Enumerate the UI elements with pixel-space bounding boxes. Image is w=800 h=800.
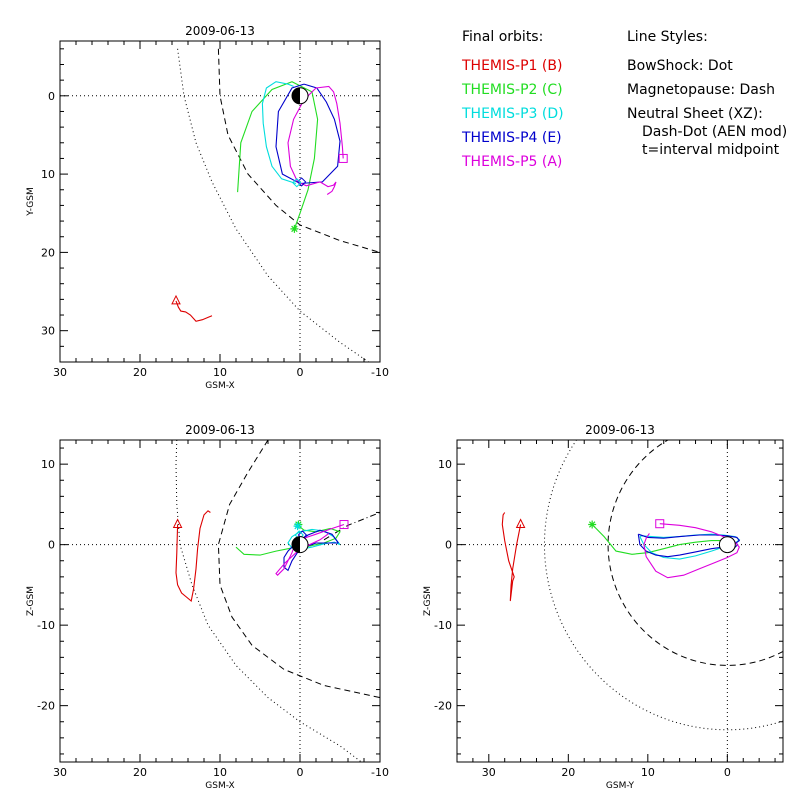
x-tick-label: 30	[53, 366, 67, 379]
legend: Final orbits: THEMIS-P1 (B) THEMIS-P2 (C…	[461, 29, 787, 170]
x-tick-label: 20	[133, 766, 147, 779]
legend-probe-p1: THEMIS-P1 (B)	[461, 58, 562, 74]
y-tick-label: 10	[438, 458, 452, 471]
y-tick-label: 0	[48, 90, 55, 103]
extra-marker-1	[292, 178, 302, 188]
bowshock-circle	[544, 440, 783, 731]
panel-xy-plot: 30 20 10 0 -10 0 10 20 30 2009-06-13 GSM-X Y-GSM	[26, 24, 389, 391]
x-axis-label: GSM-X	[205, 781, 234, 791]
y-tick-label: -20	[37, 700, 55, 713]
y-tick-label: 20	[41, 246, 55, 259]
legend-style-neutral-sheet: Neutral Sheet (XZ):	[627, 106, 763, 122]
orbit-line-p5	[643, 523, 740, 579]
orbit-line-p5	[275, 523, 345, 576]
orbit-line-p5	[287, 85, 344, 195]
y-axis-label: Z-GSM	[423, 586, 433, 616]
plot-area	[60, 440, 380, 762]
y-tick-label: 0	[445, 539, 452, 552]
y-tick-label: -10	[37, 619, 55, 632]
x-tick-label: -10	[371, 766, 389, 779]
legend-probe-p2: THEMIS-P2 (C)	[461, 82, 563, 98]
orbit-marker-p5	[339, 520, 349, 530]
legend-orbits-title: Final orbits:	[462, 29, 543, 45]
magnetopause-line	[217, 440, 380, 699]
x-tick-label: 10	[641, 766, 655, 779]
y-tick-label: 10	[41, 168, 55, 181]
orbit-marker-p1	[172, 518, 183, 529]
x-tick-label: 0	[297, 366, 304, 379]
x-axis-label: GSM-Y	[606, 781, 635, 791]
orbit-line-p2	[591, 524, 724, 555]
panel-title: 2009-06-13	[185, 24, 255, 38]
y-tick-label: -10	[434, 619, 452, 632]
x-tick-label: 30	[482, 766, 496, 779]
y-axis-label: Z-GSM	[26, 586, 36, 616]
x-tick-label: 20	[133, 366, 147, 379]
orbit-line-p1	[175, 510, 211, 603]
axis-frame	[59, 439, 381, 763]
legend-probe-p3: THEMIS-P3 (D)	[461, 106, 564, 122]
orbit-line-p1	[175, 300, 213, 322]
panel-xz-plot: 30 20 10 0 -10 10 0 -10 -20 2009-06-13 GSM-X Z-GSM	[26, 423, 389, 791]
x-tick-label: 20	[561, 766, 575, 779]
magnetopause-line	[217, 48, 380, 253]
orbit-marker-p5	[338, 153, 348, 163]
x-axis-label: GSM-X	[205, 381, 234, 391]
legend-style-dash-dot: Dash-Dot (AEN mod)	[642, 124, 787, 140]
orbit-marker-p2	[588, 520, 597, 529]
x-tick-label: 10	[213, 366, 227, 379]
bowshock-line	[175, 440, 363, 762]
x-tick-label: 10	[213, 766, 227, 779]
legend-probe-p4: THEMIS-P4 (E)	[461, 130, 562, 146]
earth-night-side	[292, 87, 300, 104]
panel-title: 2009-06-13	[585, 423, 655, 437]
extra-marker-0	[293, 522, 302, 531]
legend-probe-p5: THEMIS-P5 (A)	[461, 154, 562, 170]
y-axis-label: Y-GSM	[26, 187, 36, 216]
orbit-marker-p5	[655, 519, 665, 529]
x-tick-label: 0	[297, 766, 304, 779]
orbit-line-p3	[261, 81, 297, 185]
magnetopause-circle	[607, 440, 783, 666]
orbit-line-p4	[283, 529, 339, 572]
legend-style-magnetopause: Magnetopause: Dash	[627, 82, 775, 98]
plot-area	[60, 41, 380, 362]
panel-yz-plot: 30 20 10 0 10 0 -10 -20 2009-06-13 GSM-Y Z-GSM	[423, 423, 784, 791]
x-tick-label: 0	[724, 766, 731, 779]
orbit-marker-p2	[290, 224, 299, 233]
y-tick-label: 10	[41, 458, 55, 471]
plot-area	[457, 440, 783, 762]
legend-styles-title: Line Styles:	[627, 29, 708, 45]
orbit-marker-p1	[171, 294, 181, 305]
x-tick-label: -10	[371, 366, 389, 379]
legend-style-midpoint: t=interval midpoint	[642, 142, 780, 158]
y-tick-label: 0	[48, 539, 55, 552]
y-tick-label: 30	[41, 325, 55, 338]
y-tick-label: -20	[434, 700, 452, 713]
panel-title: 2009-06-13	[185, 423, 255, 437]
orbit-marker-p1	[515, 518, 526, 529]
orbit-line-p4	[275, 83, 341, 185]
legend-style-bowshock: BowShock: Dot	[627, 58, 733, 74]
earth-night-side	[292, 536, 300, 553]
axis-frame	[456, 439, 784, 763]
orbit-line-p1	[501, 512, 522, 602]
x-tick-label: 30	[53, 766, 67, 779]
earth	[718, 536, 736, 554]
bowshock-line	[177, 48, 370, 362]
